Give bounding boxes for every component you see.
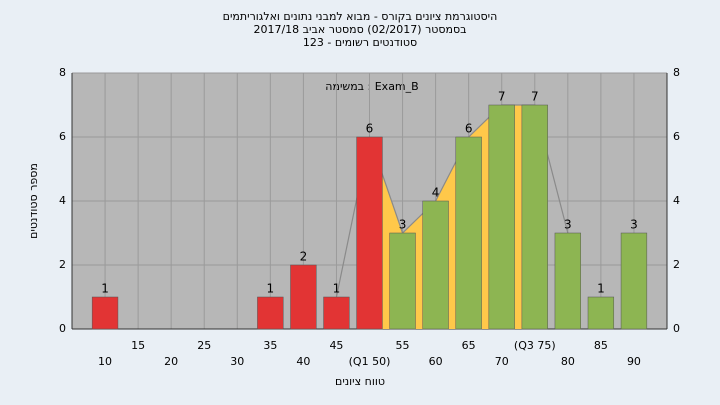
value-label: 3 [564,218,572,232]
value-label: 1 [267,282,275,296]
chart-subtitle: סטודנטים רשומים - 123 [303,36,417,49]
bar [521,104,548,330]
x-tick-label: 70 [495,355,509,368]
y2-tick-label: 6 [673,130,680,143]
x-tick-label: 90 [627,355,641,368]
y-axis-label: מספר סטודנטים [27,163,40,239]
y-tick-label: 6 [59,130,66,143]
x-tick-label: 85 [594,339,608,352]
x-tick-label: 30 [230,355,244,368]
chart-title: היסטוגרמת ציונים בקורס - מבוא למבני נתונ… [223,10,498,23]
x-tick-label: 60 [429,355,443,368]
y-tick-label: 4 [59,194,66,207]
value-label: 2 [300,250,308,264]
x-tick-label: 65 [462,339,476,352]
bar [587,296,615,330]
y2-tick-label: 4 [673,194,680,207]
bar [290,264,317,330]
x-tick-label: 45 [329,339,343,352]
value-label: 3 [399,218,407,232]
x-tick-label: 25 [197,339,211,352]
x-tick-label: 10 [98,355,112,368]
x-tick-label: 40 [296,355,310,368]
annotation: במשימה : Exam_B [325,80,418,93]
y-tick-label: 2 [59,258,66,271]
x-axis-label: טווח ציונים [335,375,385,388]
bar [389,232,416,330]
value-label: 6 [465,122,473,136]
value-label: 1 [101,282,109,296]
bar [323,296,350,330]
y-tick-label: 0 [59,322,66,335]
bar [91,296,119,330]
bar [488,104,515,330]
x-tick-label: 20 [164,355,178,368]
bar [554,232,581,330]
y2-tick-label: 8 [673,66,680,79]
value-label: 4 [432,186,440,200]
value-label: 7 [498,90,506,104]
y-tick-label: 8 [59,66,66,79]
value-label: 1 [597,282,605,296]
y2-tick-label: 2 [673,258,680,271]
value-label: 3 [630,218,638,232]
bar [356,136,383,330]
x-tick-label: (Q3 75) [514,339,556,352]
bar [422,200,449,330]
x-tick-label: 55 [396,339,410,352]
bar [455,136,482,330]
value-label: 1 [333,282,341,296]
x-tick-label: (Q1 50) [349,355,391,368]
chart-subtitle: בסמסטר (02/2017) סמסטר אביב 2017/18 [253,23,466,36]
bar [620,232,648,330]
y2-tick-label: 0 [673,322,680,335]
x-tick-label: 15 [131,339,145,352]
value-label: 6 [366,122,374,136]
value-label: 7 [531,90,539,104]
x-tick-label: 80 [561,355,575,368]
bar [257,296,284,330]
x-tick-label: 35 [263,339,277,352]
